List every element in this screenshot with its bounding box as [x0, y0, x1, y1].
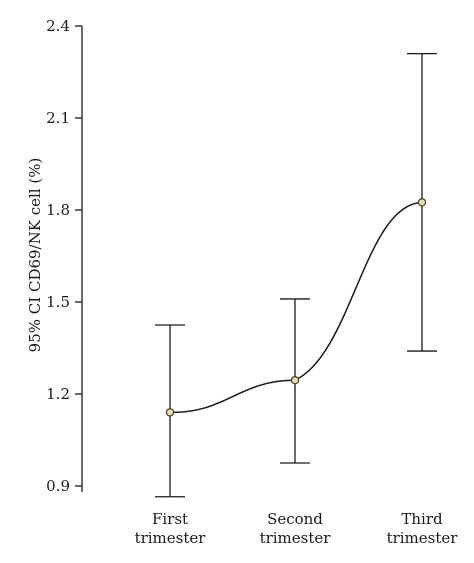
y-tick-label: 0.9 — [46, 477, 70, 495]
y-axis-label: 95% CI CD69/NK cell (%) — [26, 158, 44, 353]
data-point — [417, 198, 427, 207]
x-tick-label: Second — [267, 510, 323, 528]
y-tick-label: 2.4 — [46, 17, 70, 35]
plot-area: 0.91.21.51.82.12.4FirsttrimesterSecondtr… — [46, 17, 458, 547]
y-tick-label: 1.5 — [46, 293, 70, 311]
x-tick-label: trimester — [387, 529, 459, 547]
data-point — [290, 376, 300, 385]
y-tick-label: 1.2 — [46, 385, 70, 403]
x-tick-label: trimester — [260, 529, 332, 547]
x-tick-label: First — [152, 510, 188, 528]
data-point — [165, 408, 175, 417]
y-tick-label: 2.1 — [46, 109, 70, 127]
series-line — [169, 201, 423, 414]
x-tick-label: trimester — [135, 529, 207, 547]
y-tick-label: 1.8 — [46, 201, 70, 219]
x-tick-label: Third — [401, 510, 443, 528]
